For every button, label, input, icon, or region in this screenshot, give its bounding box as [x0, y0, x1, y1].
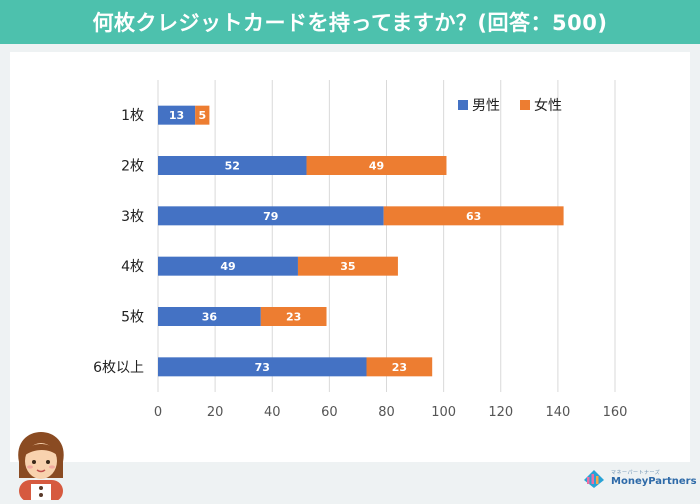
bar-segment: [158, 206, 384, 226]
data-label: 35: [340, 260, 355, 273]
x-tick-label: 140: [545, 405, 570, 420]
bar-segment: [158, 357, 367, 377]
data-label: 23: [392, 361, 407, 374]
x-tick-label: 60: [321, 405, 338, 420]
data-label: 49: [220, 260, 235, 273]
title-banner: 何枚クレジットカードを持ってますか？(回答：500): [0, 0, 700, 44]
data-label: 5: [198, 109, 206, 122]
bar-segment: [297, 256, 398, 276]
category-label: 1枚: [121, 108, 144, 124]
legend: 男性 女性: [458, 97, 562, 114]
bar-segment: [306, 156, 447, 175]
data-label: 73: [255, 361, 270, 374]
data-label: 79: [263, 210, 278, 223]
data-label: 52: [225, 160, 240, 173]
bar-segment: [158, 307, 261, 326]
legend-label: 女性: [534, 97, 562, 114]
bar-segment: [366, 357, 433, 377]
bar-segment: [260, 307, 327, 326]
legend-swatch: [458, 100, 468, 110]
brand-name: MoneyPartners: [611, 476, 697, 487]
x-tick-label: 120: [488, 405, 513, 420]
bar-segment: [383, 206, 564, 226]
x-tick-label: 160: [603, 405, 628, 420]
data-label: 63: [466, 210, 481, 223]
brand-mark-icon: [584, 470, 604, 488]
category-label: 3枚: [121, 209, 144, 225]
x-tick-label: 20: [207, 405, 224, 420]
x-tick-label: 80: [378, 405, 395, 420]
bars: [158, 105, 564, 377]
brand-logo: マネーパートナーズ MoneyPartners: [582, 468, 697, 490]
brand-tagline: マネーパートナーズ: [611, 470, 661, 476]
bar-chart: 0 20 40 60 80 100 120 140 160 1枚 13 5 2枚 52 49 3枚 79 63 4枚…: [93, 80, 627, 420]
x-tick-label: 100: [431, 405, 456, 420]
legend-label: 男性: [472, 98, 500, 114]
category-label: 5枚: [121, 310, 144, 326]
data-label: 23: [286, 311, 301, 324]
x-tick-label: 40: [264, 405, 281, 420]
bar-segment: [158, 105, 196, 125]
labels: 0 20 40 60 80 100 120 140 160 1枚 13 5 2枚 52 49 3枚 79 63 4枚…: [93, 108, 627, 420]
avatar: [10, 432, 72, 502]
page-title: 何枚クレジットカードを持ってますか？(回答：500): [92, 11, 608, 35]
legend-swatch: [520, 100, 530, 110]
data-label: 36: [202, 311, 218, 324]
bar-segment: [158, 256, 298, 276]
category-label: 2枚: [121, 159, 144, 175]
category-label: 6枚以上: [93, 360, 144, 376]
bar-segment: [158, 156, 307, 175]
category-label: 4枚: [121, 259, 144, 275]
grid-lines: [157, 80, 616, 392]
chart-panel: 0 20 40 60 80 100 120 140 160 1枚 13 5 2枚 52 49 3枚 79 63 4枚…: [10, 52, 690, 462]
data-label: 49: [369, 160, 384, 173]
x-tick-label: 0: [154, 405, 162, 420]
bar-segment: [195, 105, 210, 125]
data-label: 13: [169, 109, 184, 122]
